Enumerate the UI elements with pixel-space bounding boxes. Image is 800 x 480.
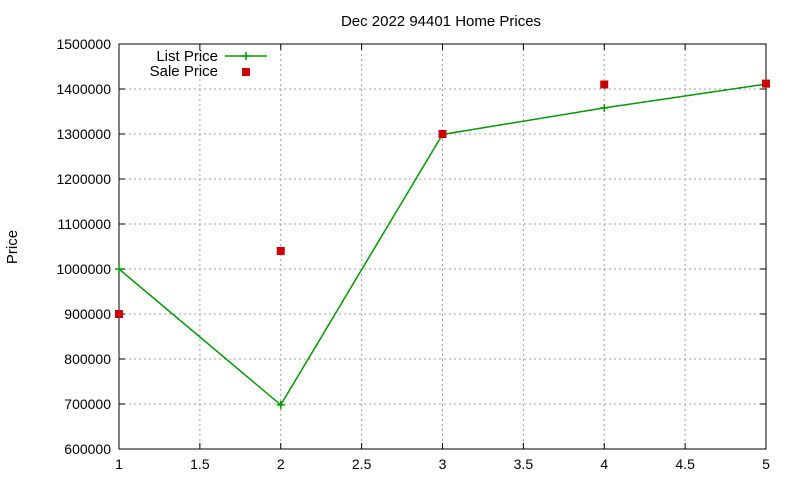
- y-tick-label: 800000: [64, 351, 111, 367]
- y-tick-label: 600000: [64, 441, 111, 457]
- list-price-point: [276, 400, 285, 409]
- x-tick-label: 1.5: [190, 456, 210, 472]
- x-tick-label: 4.5: [675, 456, 695, 472]
- legend-marker-sale-price: [242, 68, 250, 76]
- y-tick-label: 1100000: [58, 216, 112, 232]
- x-tick-label: 4: [600, 456, 608, 472]
- sale-price-point: [276, 247, 285, 255]
- x-tick-label: 3: [439, 456, 447, 472]
- sale-price-point: [115, 310, 123, 318]
- list-price-point: [115, 265, 123, 273]
- y-tick-label: 1300000: [56, 126, 111, 142]
- sale-price-point: [762, 79, 770, 88]
- legend-label-list-price: List Price: [156, 48, 218, 65]
- y-tick-label: 1400000: [56, 81, 111, 97]
- legend: List Price Sale Price: [150, 48, 267, 80]
- y-tick-label: 900000: [64, 306, 111, 322]
- grid: [119, 44, 766, 449]
- y-tick-label: 1500000: [56, 36, 111, 52]
- y-tick-label: 700000: [64, 396, 111, 412]
- legend-marker-list-price: [242, 52, 250, 60]
- x-tick-label: 1: [115, 456, 123, 472]
- legend-label-sale-price: Sale Price: [150, 63, 218, 80]
- chart-title: Dec 2022 94401 Home Prices: [341, 13, 541, 30]
- x-axis-tick-labels: 1 1.5 2 2.5 3 3.5 4 4.5 5: [115, 456, 770, 472]
- sale-price-point: [438, 130, 447, 138]
- plot-frame: [118, 43, 767, 450]
- y-axis-tick-labels: 600000 700000 800000 900000 1000000 1100000 12…: [56, 36, 111, 457]
- list-price-point: [600, 103, 609, 112]
- y-axis-title: Price: [4, 230, 21, 264]
- x-tick-label: 2.5: [352, 456, 372, 472]
- x-tick-label: 5: [762, 456, 770, 472]
- series: [115, 79, 770, 409]
- legend-plus: [242, 52, 250, 60]
- sale-price-point: [600, 80, 609, 89]
- x-tick-label: 3.5: [514, 456, 534, 472]
- x-tick-label: 2: [277, 456, 285, 472]
- y-tick-label: 1000000: [56, 261, 111, 277]
- y-tick-label: 1200000: [56, 171, 111, 187]
